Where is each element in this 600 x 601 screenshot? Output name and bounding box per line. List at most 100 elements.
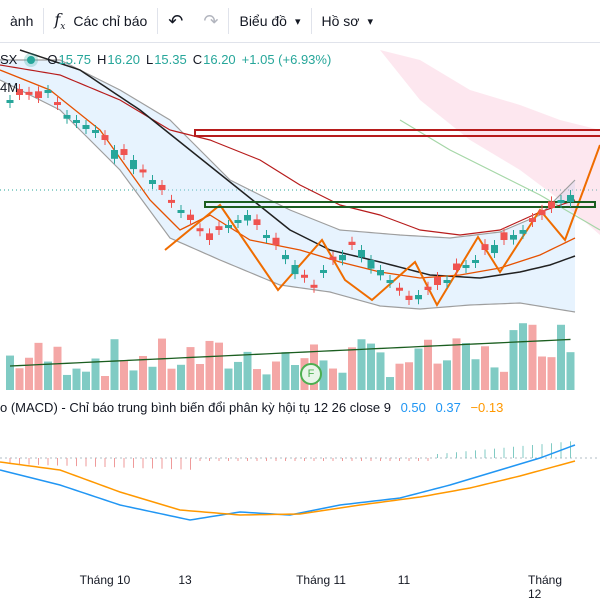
x-tick-label: 13 — [178, 573, 192, 587]
volume-bar — [395, 363, 404, 390]
candle-body — [453, 263, 460, 270]
volume-bar — [34, 342, 43, 390]
candle-body — [35, 91, 42, 98]
candle-body — [44, 90, 52, 93]
resistance-box[interactable] — [194, 129, 600, 137]
status-dot-icon — [27, 55, 36, 64]
indicators-label: Các chỉ báo — [73, 13, 148, 29]
candle-body — [500, 232, 508, 240]
cut-menu-label: ành — [10, 13, 34, 29]
volume-bar — [205, 340, 214, 390]
candle-body — [491, 245, 498, 254]
candle-body — [519, 230, 527, 234]
macd-title: o (MACD) - Chỉ báo trung bình biến đổi p… — [0, 400, 391, 415]
volume-bar — [262, 374, 271, 390]
volume-bar — [424, 339, 432, 390]
time-axis[interactable]: Tháng 10 13 Tháng 11 11 Tháng 12 — [0, 573, 600, 601]
volume-bar — [291, 365, 299, 390]
candle-body — [424, 286, 432, 290]
event-badge[interactable]: F — [300, 363, 322, 385]
ma-dark-red — [0, 64, 576, 236]
volume-bar — [557, 324, 565, 390]
ohlc-legend: SX O 15.75 H 16.20 L 15.35 C 16.20 +1.05 (+6… — [0, 52, 337, 67]
candle-body — [73, 120, 80, 123]
undo-icon: ↶ — [168, 10, 184, 31]
candle-body — [168, 199, 175, 203]
candle-body — [177, 210, 185, 213]
macd-line — [0, 444, 576, 521]
candle-body — [206, 233, 213, 240]
candle-body — [396, 287, 403, 291]
chart-menu-button[interactable]: Biểu đồ ▾ — [229, 0, 310, 42]
volume-bar — [443, 360, 451, 390]
profile-menu-button[interactable]: Hồ sơ ▾ — [312, 0, 384, 42]
toolbar-divider — [43, 8, 45, 34]
indicators-button[interactable]: fx Các chỉ báo — [44, 0, 157, 42]
signal-value: 0.37 — [435, 400, 461, 415]
candle-body — [405, 295, 413, 300]
cut-menu-item[interactable]: ành — [0, 0, 43, 42]
x-tick-label: Tháng 12 — [528, 573, 563, 601]
candle-body — [481, 244, 489, 250]
volume-bar — [519, 323, 527, 390]
candle-body — [263, 235, 270, 238]
volume-bar — [129, 370, 138, 390]
volume-bar — [490, 367, 499, 390]
volume-bar — [6, 355, 14, 390]
open-value: 15.75 — [58, 52, 92, 67]
symbol-label[interactable]: SX — [0, 52, 18, 67]
macd-histogram — [9, 441, 571, 470]
volume-bar — [25, 357, 33, 390]
volume-bar — [547, 357, 556, 390]
candle-body — [187, 214, 194, 220]
volume-bar — [348, 347, 356, 390]
redo-button[interactable]: ↷ — [193, 0, 228, 42]
candle-body — [339, 255, 346, 261]
open-key: O — [47, 52, 58, 67]
candle-body — [16, 88, 23, 95]
candle-body — [291, 265, 299, 275]
candle-body — [462, 265, 470, 268]
volume-bar — [177, 364, 185, 390]
candle-body — [111, 150, 118, 159]
undo-button[interactable]: ↶ — [158, 0, 193, 42]
candle-body — [120, 149, 128, 155]
high-key: H — [97, 52, 107, 67]
candle-body — [415, 295, 422, 300]
candle-body — [282, 255, 289, 260]
chevron-down-icon: ▾ — [367, 15, 373, 28]
volume-bar — [481, 346, 489, 390]
histogram-value: −0.13 — [470, 400, 504, 415]
x-tick-label: Tháng 11 — [296, 573, 346, 587]
volume-bar — [224, 368, 233, 390]
volume-bar — [538, 356, 546, 390]
volume-bar — [234, 361, 242, 390]
volume-bar — [405, 362, 413, 390]
top-toolbar: ành fx Các chỉ báo ↶ ↷ Biểu đồ ▾ Hồ sơ ▾ — [0, 0, 600, 43]
volume-bar — [376, 352, 385, 390]
candle-body — [557, 200, 565, 203]
candle-body — [225, 225, 232, 228]
candle-body — [529, 218, 536, 222]
candle-body — [329, 256, 337, 260]
candle-body — [548, 201, 555, 208]
volume-bar — [452, 338, 461, 390]
volume-bar — [272, 361, 280, 390]
volume-bar — [15, 368, 24, 390]
candle-body — [54, 102, 61, 106]
candle-body — [367, 260, 375, 269]
candle-body — [234, 220, 242, 223]
candles — [6, 83, 574, 305]
volume-bar — [63, 374, 71, 390]
volume-bar — [414, 348, 423, 390]
volume-bar — [509, 330, 518, 390]
candle-body — [538, 209, 546, 215]
volume-bar — [319, 360, 328, 390]
candle-body — [310, 284, 318, 288]
volume-bars — [6, 323, 575, 390]
volume-bar — [139, 355, 147, 390]
volume-bar — [186, 347, 195, 390]
toolbar-divider — [157, 8, 159, 34]
support-box[interactable] — [204, 201, 596, 208]
